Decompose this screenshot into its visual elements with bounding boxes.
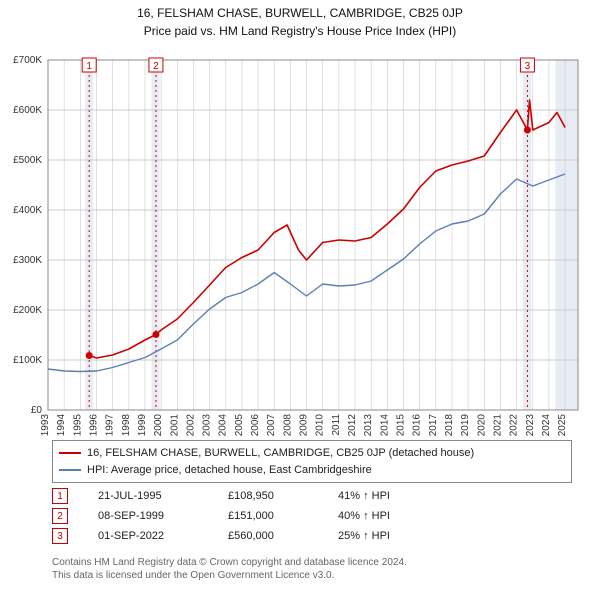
svg-text:2009: 2009 <box>299 414 310 437</box>
line-chart: £0£100K£200K£300K£400K£500K£600K£700K199… <box>48 60 578 410</box>
table-row: 2 08-SEP-1999£151,00040% ↑ HPI <box>52 506 572 526</box>
table-row: 3 01-SEP-2022£560,00025% ↑ HPI <box>52 526 572 546</box>
chart-container: 16, FELSHAM CHASE, BURWELL, CAMBRIDGE, C… <box>0 0 600 590</box>
legend-label: 16, FELSHAM CHASE, BURWELL, CAMBRIDGE, C… <box>87 445 474 462</box>
sale-date: 08-SEP-1999 <box>98 510 228 522</box>
sale-price: £560,000 <box>228 530 338 542</box>
svg-text:1998: 1998 <box>121 414 132 437</box>
svg-text:1993: 1993 <box>40 414 51 437</box>
svg-text:2014: 2014 <box>379 414 390 437</box>
sale-vs-hpi: 41% ↑ HPI <box>338 490 458 502</box>
svg-text:2001: 2001 <box>169 414 180 437</box>
sale-vs-hpi: 25% ↑ HPI <box>338 530 458 542</box>
svg-text:£200K: £200K <box>13 305 42 316</box>
sale-marker-number: 3 <box>52 528 68 544</box>
legend-label: HPI: Average price, detached house, East… <box>87 462 372 479</box>
svg-text:2023: 2023 <box>525 414 536 437</box>
legend-row: 16, FELSHAM CHASE, BURWELL, CAMBRIDGE, C… <box>59 445 565 462</box>
legend-row: HPI: Average price, detached house, East… <box>59 462 565 479</box>
svg-text:2005: 2005 <box>234 414 245 437</box>
svg-text:1995: 1995 <box>72 414 83 437</box>
svg-text:2020: 2020 <box>476 414 487 437</box>
legend-swatch <box>59 452 81 454</box>
svg-text:£700K: £700K <box>13 55 42 66</box>
footer-line-1: Contains HM Land Registry data © Crown c… <box>52 556 572 569</box>
svg-text:£600K: £600K <box>13 105 42 116</box>
svg-text:1996: 1996 <box>88 414 99 437</box>
svg-text:2010: 2010 <box>315 414 326 437</box>
svg-text:£300K: £300K <box>13 255 42 266</box>
svg-text:2008: 2008 <box>282 414 293 437</box>
footer-attribution: Contains HM Land Registry data © Crown c… <box>52 556 572 582</box>
svg-text:2015: 2015 <box>395 414 406 437</box>
svg-text:£400K: £400K <box>13 205 42 216</box>
svg-text:2018: 2018 <box>444 414 455 437</box>
svg-text:2007: 2007 <box>266 414 277 437</box>
svg-text:2025: 2025 <box>557 414 568 437</box>
sale-price: £151,000 <box>228 510 338 522</box>
svg-text:2006: 2006 <box>250 414 261 437</box>
chart-subtitle: Price paid vs. HM Land Registry's House … <box>0 24 600 38</box>
legend-box: 16, FELSHAM CHASE, BURWELL, CAMBRIDGE, C… <box>52 440 572 483</box>
chart-area: £0£100K£200K£300K£400K£500K£600K£700K199… <box>48 60 578 410</box>
svg-text:2012: 2012 <box>347 414 358 437</box>
svg-text:2004: 2004 <box>218 414 229 437</box>
svg-text:3: 3 <box>525 61 531 72</box>
chart-title: 16, FELSHAM CHASE, BURWELL, CAMBRIDGE, C… <box>0 6 600 20</box>
svg-text:2022: 2022 <box>509 414 520 437</box>
footer-line-2: This data is licensed under the Open Gov… <box>52 569 572 582</box>
svg-text:2019: 2019 <box>460 414 471 437</box>
table-row: 1 21-JUL-1995£108,95041% ↑ HPI <box>52 486 572 506</box>
svg-text:1999: 1999 <box>137 414 148 437</box>
svg-text:2017: 2017 <box>428 414 439 437</box>
svg-text:2024: 2024 <box>541 414 552 437</box>
svg-text:2: 2 <box>153 61 159 72</box>
svg-text:1994: 1994 <box>56 414 67 437</box>
sale-date: 01-SEP-2022 <box>98 530 228 542</box>
sales-table: 1 21-JUL-1995£108,95041% ↑ HPI 2 08-SEP-199… <box>52 486 572 546</box>
svg-text:£100K: £100K <box>13 355 42 366</box>
svg-text:2016: 2016 <box>412 414 423 437</box>
sale-marker-number: 2 <box>52 508 68 524</box>
sale-date: 21-JUL-1995 <box>98 490 228 502</box>
svg-text:2021: 2021 <box>492 414 503 437</box>
sale-vs-hpi: 40% ↑ HPI <box>338 510 458 522</box>
svg-text:2011: 2011 <box>331 414 342 436</box>
svg-text:2002: 2002 <box>185 414 196 437</box>
sale-price: £108,950 <box>228 490 338 502</box>
sale-marker-number: 1 <box>52 488 68 504</box>
svg-text:1997: 1997 <box>105 414 116 437</box>
svg-text:1: 1 <box>86 61 92 72</box>
legend-swatch <box>59 469 81 471</box>
svg-text:£500K: £500K <box>13 155 42 166</box>
svg-text:2000: 2000 <box>153 414 164 437</box>
svg-text:2003: 2003 <box>202 414 213 437</box>
svg-text:2013: 2013 <box>363 414 374 437</box>
